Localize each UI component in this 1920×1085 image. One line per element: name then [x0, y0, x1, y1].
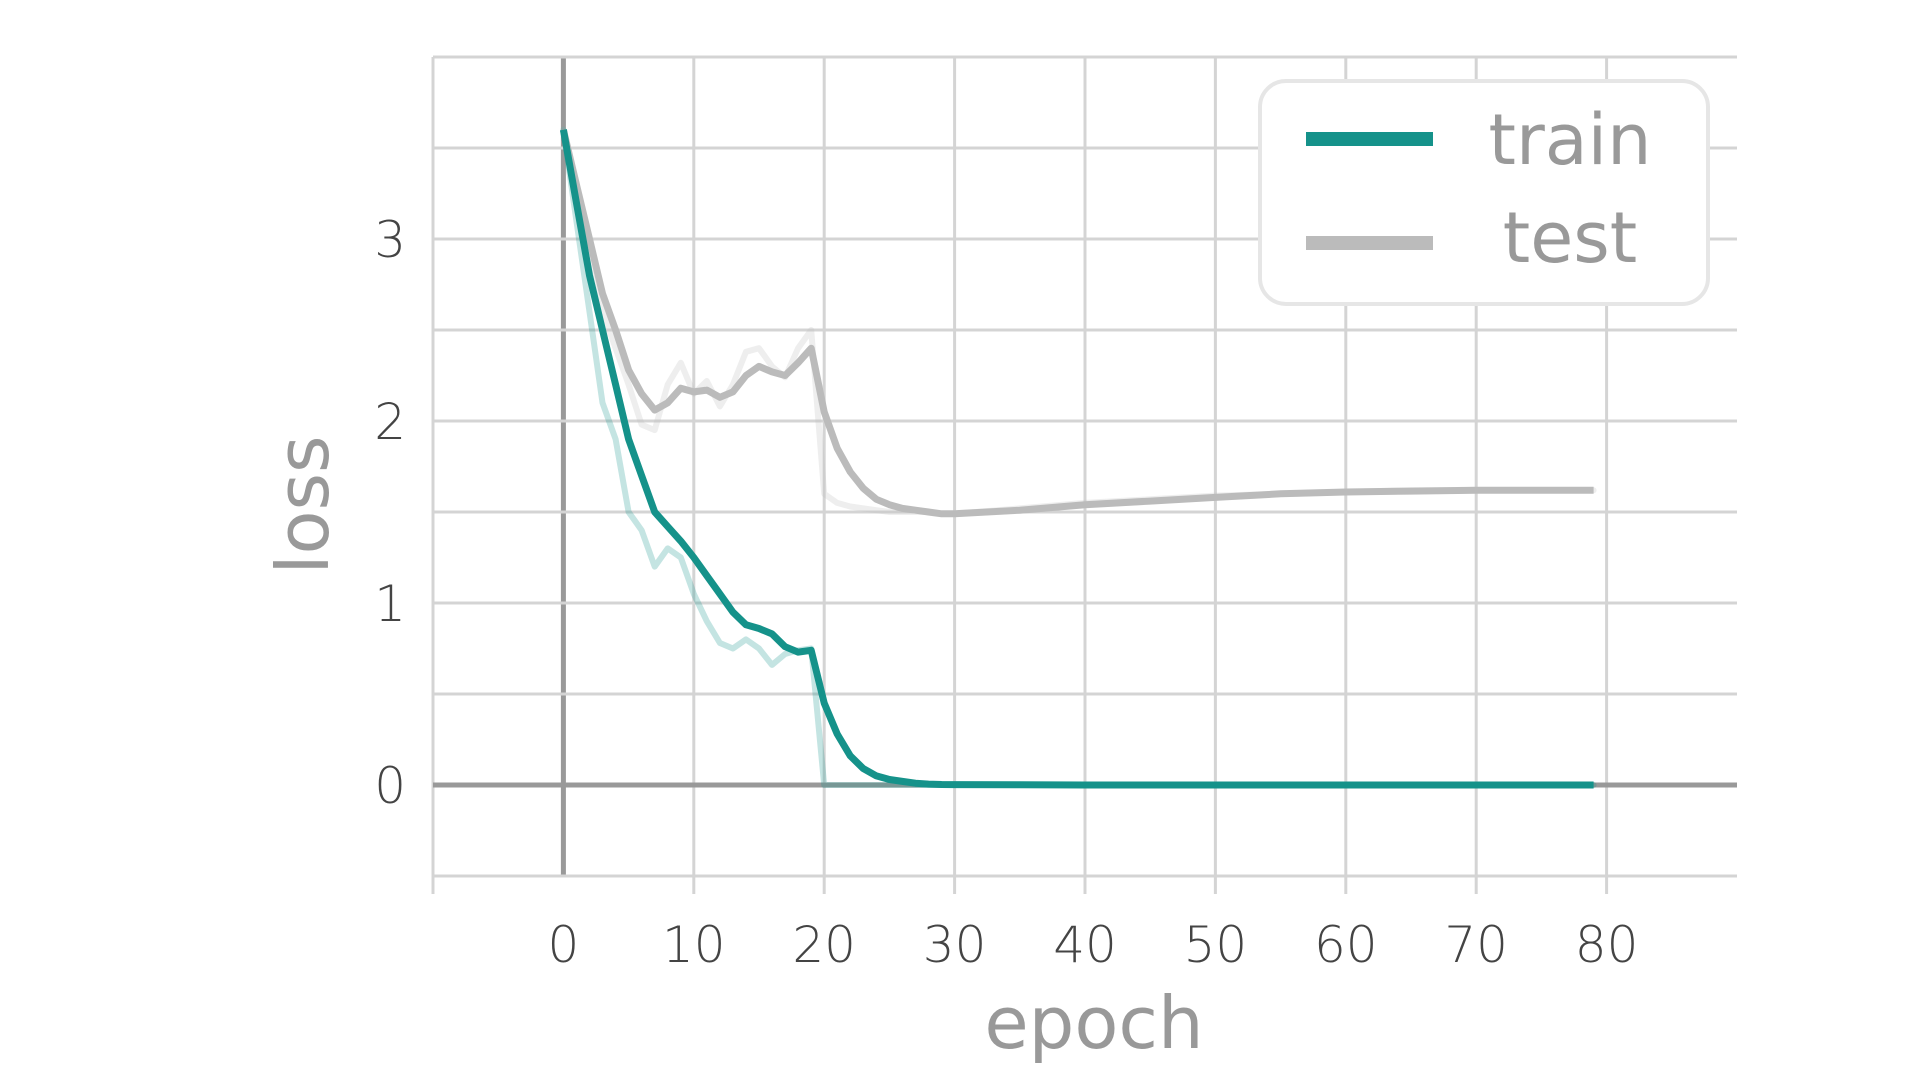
y-tick-label: 0	[374, 757, 406, 815]
x-tick-label: 80	[1575, 916, 1639, 974]
x-tick-label: 70	[1444, 916, 1508, 974]
x-tick-label: 30	[923, 916, 987, 974]
x-tick-label: 20	[792, 916, 856, 974]
legend-label-train: train	[1489, 99, 1652, 181]
series-line-test	[559, 128, 1594, 518]
y-tick-label: 1	[374, 575, 406, 633]
y-tick-label: 2	[374, 393, 406, 451]
x-tick-label: 0	[547, 916, 579, 974]
x-tick-label: 60	[1314, 916, 1378, 974]
grid	[431, 55, 1737, 894]
y-axis-title: loss	[261, 435, 345, 574]
y-tick-label: 3	[374, 211, 406, 269]
x-tick-label: 10	[662, 916, 726, 974]
series-line-train	[559, 129, 1594, 789]
y-tick-labels: 0 1 2 3	[374, 211, 406, 815]
x-tick-label: 40	[1053, 916, 1117, 974]
legend-label-test: test	[1503, 197, 1637, 279]
x-tick-labels: 0 10 20 30 40 50 60 70 80	[547, 916, 1638, 974]
x-axis-title: epoch	[984, 981, 1203, 1065]
x-tick-label: 50	[1184, 916, 1248, 974]
series-layer	[559, 128, 1594, 789]
legend: train test	[1258, 79, 1710, 306]
